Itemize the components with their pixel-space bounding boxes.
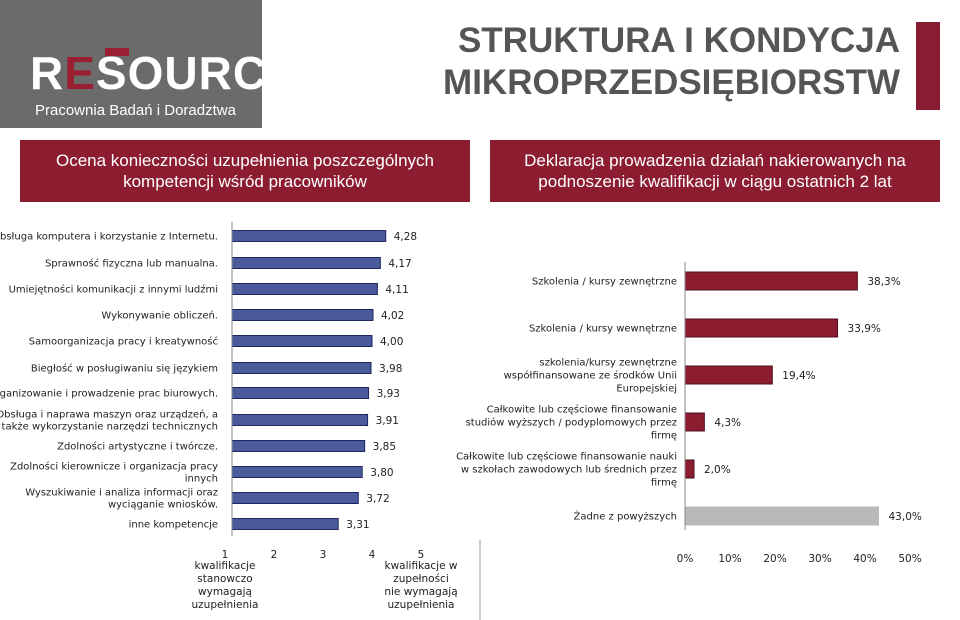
left-tick-label: 2 xyxy=(271,549,278,561)
left-bar xyxy=(231,283,378,295)
right-category-label: Żadne z powyższych xyxy=(574,510,677,523)
resource-logo: RESOURCE Pracownia Badań i Doradztwa xyxy=(0,0,298,128)
right-bar xyxy=(684,271,858,291)
left-value-label: 3,80 xyxy=(370,467,393,479)
left-bar xyxy=(231,230,387,242)
left-category-label: Sprawność fizyczna lub manualna. xyxy=(45,258,218,270)
right-category-label: Całkowite lub częściowe finansowanie stud… xyxy=(466,404,677,442)
left-tick-label: 4 xyxy=(369,549,376,561)
right-tick-label: 20% xyxy=(763,553,786,565)
right-tick-label: 50% xyxy=(898,553,921,565)
left-bar xyxy=(231,466,363,478)
logo-wordmark: RESOURCE xyxy=(30,47,299,99)
left-tick-label: 1 xyxy=(222,549,229,561)
page-title-line-2: MIKROPRZEDSIĘBIORSTW xyxy=(443,63,900,102)
left-category-label: inne kompetencje xyxy=(129,520,218,531)
right-header-line-2: podnoszenie kwalifikacji w ciągu ostatni… xyxy=(538,172,892,191)
right-bar xyxy=(684,506,879,526)
left-category-label: Wykonywanie obliczeń. xyxy=(101,310,218,322)
left-category-label: Wyszukiwanie i analiza informacji oraz wy… xyxy=(25,488,218,511)
page-title: STRUKTURA I KONDYCJA MIKROPRZEDSIĘBIORST… xyxy=(380,20,900,104)
right-bar xyxy=(684,459,695,479)
left-bar xyxy=(231,362,372,374)
left-bar xyxy=(231,387,370,399)
left-category-label: Obsługa komputera i korzystanie z Intern… xyxy=(0,232,218,243)
left-value-label: 3,72 xyxy=(366,493,389,505)
left-header-line-1: Ocena konieczności uzupełnienia poszczeg… xyxy=(55,151,434,170)
left-category-label: Biegłość w posługiwaniu się językiem xyxy=(31,363,218,375)
left-bar xyxy=(231,518,339,530)
left-axis-caption-min: kwalifikacje stanowczo wymagają uzupełnieni… xyxy=(192,560,259,611)
left-category-label: Umiejętności komunikacji z innymi ludźmi xyxy=(9,284,218,296)
left-bar xyxy=(231,414,369,426)
left-category-label: Zdolności kierownicze i organizacja prac… xyxy=(10,461,218,485)
right-value-label: 43,0% xyxy=(889,511,922,523)
right-bar xyxy=(684,318,839,338)
right-tick-label: 40% xyxy=(853,553,876,565)
left-header-line-2: kompetencji wśród pracowników xyxy=(123,172,367,191)
left-bar xyxy=(231,309,374,321)
left-chart-header: Ocena konieczności uzupełnienia poszczeg… xyxy=(20,140,470,202)
right-category-label: Szkolenia / kursy zewnętrzne xyxy=(532,277,677,288)
left-category-label: Organizowanie i prowadzenie prac biurowy… xyxy=(0,389,218,400)
left-value-label: 3,31 xyxy=(346,519,369,531)
page-title-line-1: STRUKTURA I KONDYCJA xyxy=(457,21,900,60)
left-tick-label: 3 xyxy=(320,549,327,561)
right-tick-label: 0% xyxy=(677,553,694,565)
left-value-label: 4,28 xyxy=(394,231,417,243)
logo-subtitle: Pracownia Badań i Doradztwa xyxy=(35,102,236,119)
right-tick-label: 10% xyxy=(718,553,741,565)
left-value-label: 4,17 xyxy=(388,258,411,270)
left-bar xyxy=(231,492,359,504)
left-bar xyxy=(231,257,381,269)
right-tick-label: 30% xyxy=(808,553,831,565)
right-category-label: szkolenia/kursy zewnętrzne współfinansowa… xyxy=(504,358,677,395)
right-bar xyxy=(684,412,705,432)
left-bar xyxy=(231,440,366,452)
left-category-label: Samoorganizacja pracy i kreatywność xyxy=(29,336,218,348)
right-bar xyxy=(684,365,773,385)
left-value-label: 3,98 xyxy=(379,363,402,375)
right-category-label: Całkowite lub częściowe finansowanie nau… xyxy=(456,451,677,489)
right-header-line-1: Deklaracja prowadzenia działań nakierowa… xyxy=(524,151,906,170)
right-value-label: 19,4% xyxy=(782,370,815,382)
left-tick-label: 5 xyxy=(418,549,425,561)
left-value-label: 4,00 xyxy=(380,336,403,348)
title-accent-bar xyxy=(916,22,940,110)
right-value-label: 4,3% xyxy=(714,417,741,429)
right-category-label: Szkolenia / kursy wewnętrzne xyxy=(529,324,677,335)
left-category-label: Zdolności artystyczne i twórcze. xyxy=(57,441,218,453)
right-chart-header: Deklaracja prowadzenia działań nakierowa… xyxy=(490,140,940,202)
right-value-label: 33,9% xyxy=(848,323,881,335)
right-value-label: 2,0% xyxy=(704,464,731,476)
left-value-label: 4,02 xyxy=(381,310,404,322)
left-value-label: 3,85 xyxy=(373,441,396,453)
left-value-label: 3,93 xyxy=(377,388,400,400)
left-bar xyxy=(231,335,373,347)
left-category-label: Obsługa i naprawa maszyn oraz urządzeń, … xyxy=(0,409,218,433)
logo-accent-bar xyxy=(105,48,129,56)
left-axis-caption-max: kwalifikacje w zupełności nie wymagają uzup… xyxy=(384,560,458,611)
right-value-label: 38,3% xyxy=(867,276,900,288)
left-value-label: 3,91 xyxy=(376,415,399,427)
left-value-label: 4,11 xyxy=(385,284,408,296)
